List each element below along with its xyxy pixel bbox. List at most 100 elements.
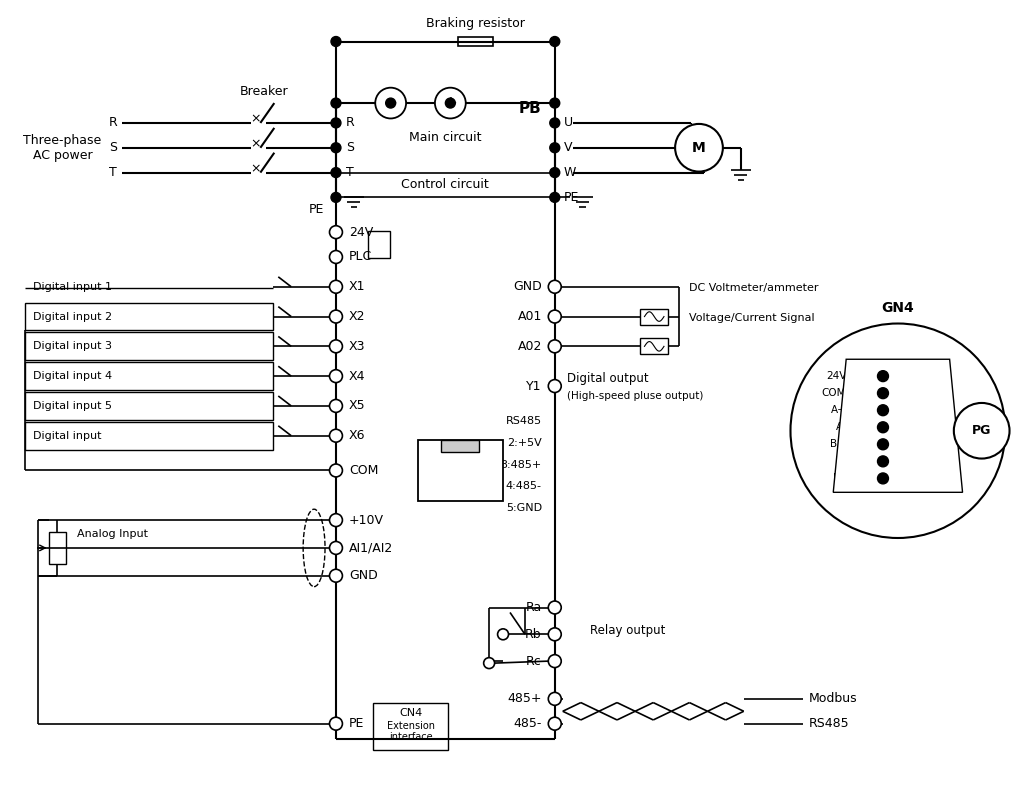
Circle shape (329, 464, 342, 477)
Text: Three-phase
AC power: Three-phase AC power (24, 134, 101, 161)
Text: A01: A01 (518, 310, 542, 323)
Circle shape (331, 192, 341, 202)
Text: A02: A02 (518, 340, 542, 353)
Text: ×: × (250, 138, 260, 150)
Bar (418, 440, 502, 501)
Text: +: + (444, 94, 457, 112)
Text: 2:+5V: 2:+5V (507, 437, 542, 448)
Text: DC Voltmeter/ammeter: DC Voltmeter/ammeter (689, 282, 819, 293)
Text: Ra: Ra (526, 601, 542, 614)
Circle shape (877, 456, 889, 467)
Circle shape (375, 88, 406, 119)
Text: Relay output: Relay output (589, 624, 665, 637)
Circle shape (549, 192, 560, 202)
Text: PB: PB (519, 100, 541, 115)
Circle shape (548, 692, 562, 706)
Text: Control circuit: Control circuit (402, 179, 489, 191)
Circle shape (675, 124, 723, 172)
Text: W: W (564, 166, 576, 179)
Text: AI1/AI2: AI1/AI2 (348, 541, 394, 554)
Text: PE: PE (309, 202, 324, 216)
Circle shape (497, 629, 508, 640)
Bar (442, 440, 480, 452)
Bar (25, 422, 274, 449)
Circle shape (329, 340, 342, 353)
Text: A-: A- (835, 422, 847, 432)
Circle shape (548, 628, 562, 641)
Circle shape (484, 657, 495, 668)
Text: ×: × (250, 112, 260, 126)
Circle shape (877, 439, 889, 450)
Text: Rc: Rc (526, 655, 542, 668)
Bar (25, 303, 274, 331)
Text: RS485: RS485 (505, 416, 542, 426)
Text: Digital output: Digital output (567, 372, 649, 384)
Text: Digital input: Digital input (33, 431, 101, 441)
Text: COM: COM (822, 388, 847, 398)
Text: Voltage/Current Signal: Voltage/Current Signal (689, 312, 815, 323)
Circle shape (548, 280, 562, 293)
Text: 24V: 24V (826, 371, 847, 381)
Circle shape (548, 310, 562, 323)
Text: (High-speed pluse output): (High-speed pluse output) (567, 391, 703, 401)
Text: Breaker: Breaker (240, 85, 289, 97)
Text: Braking resistor: Braking resistor (425, 17, 525, 30)
Text: X2: X2 (348, 310, 365, 323)
Circle shape (877, 405, 889, 416)
Bar (25, 332, 274, 360)
Circle shape (446, 98, 455, 108)
Text: Rb: Rb (525, 628, 542, 641)
Circle shape (549, 168, 560, 177)
Text: Digital input 3: Digital input 3 (33, 342, 112, 351)
Text: PE: PE (564, 191, 579, 204)
Text: A+: A+ (830, 405, 847, 415)
Text: Modbus: Modbus (809, 692, 857, 706)
Circle shape (549, 36, 560, 47)
Circle shape (549, 143, 560, 153)
Text: X1: X1 (348, 280, 365, 293)
Circle shape (435, 88, 465, 119)
Bar (641, 339, 668, 354)
Text: R: R (109, 116, 117, 130)
Text: V: V (564, 142, 572, 154)
Circle shape (548, 380, 562, 392)
Text: 6: 6 (495, 486, 500, 495)
Text: S: S (345, 142, 354, 154)
Circle shape (329, 251, 342, 263)
Circle shape (331, 36, 341, 47)
Circle shape (548, 655, 562, 668)
Circle shape (329, 280, 342, 293)
Text: GN4: GN4 (882, 301, 914, 315)
Circle shape (549, 98, 560, 108)
Bar (48, 532, 67, 564)
Circle shape (549, 118, 560, 128)
Text: PG: PG (972, 424, 991, 437)
Text: X3: X3 (348, 340, 365, 353)
Bar (373, 703, 448, 751)
Text: 5:GND: 5:GND (505, 503, 542, 513)
Bar (25, 362, 274, 390)
Circle shape (954, 403, 1010, 459)
Text: CN4: CN4 (399, 708, 422, 717)
Circle shape (877, 473, 889, 484)
Text: T: T (345, 166, 354, 179)
Text: Y1: Y1 (527, 380, 542, 392)
Text: Main circuit: Main circuit (409, 131, 482, 144)
Text: 24V: 24V (348, 225, 373, 239)
Circle shape (331, 98, 341, 108)
Text: S: S (109, 142, 117, 154)
Circle shape (877, 371, 889, 381)
Text: X4: X4 (348, 369, 365, 383)
Text: 485+: 485+ (507, 692, 542, 706)
Text: ×: × (250, 162, 260, 175)
Circle shape (877, 388, 889, 399)
Text: R: R (345, 116, 355, 130)
Text: B+: B+ (830, 439, 847, 449)
Circle shape (385, 98, 396, 108)
Text: −: − (383, 94, 398, 112)
Circle shape (548, 717, 562, 730)
Text: 1: 1 (422, 486, 427, 495)
Circle shape (548, 340, 562, 353)
Text: Digital input 4: Digital input 4 (33, 371, 112, 381)
Circle shape (331, 143, 341, 153)
